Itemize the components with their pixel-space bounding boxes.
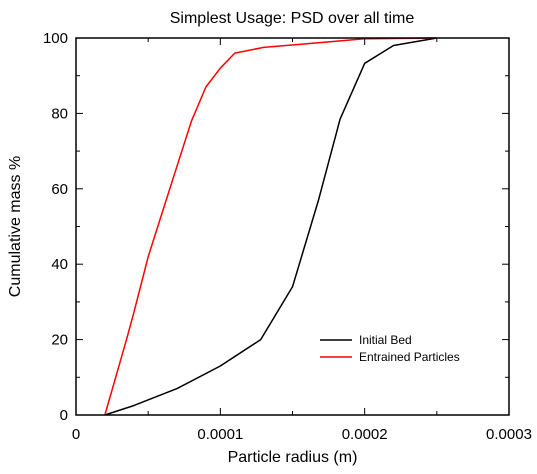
y-tick-label: 100 bbox=[43, 30, 68, 47]
series-layer bbox=[104, 37, 437, 416]
chart-title: Simplest Usage: PSD over all time bbox=[170, 10, 415, 27]
x-tick-label: 0.0002 bbox=[342, 426, 388, 443]
legend-label: Initial Bed bbox=[359, 333, 412, 347]
y-tick-label: 60 bbox=[51, 181, 68, 198]
y-tick-label: 0 bbox=[60, 407, 68, 424]
x-tick-label: 0 bbox=[72, 426, 80, 443]
y-tick-label: 80 bbox=[51, 105, 68, 122]
series-line-0 bbox=[104, 37, 437, 416]
y-tick-label: 20 bbox=[51, 332, 68, 349]
y-axis-label: Cumulative mass % bbox=[7, 156, 24, 297]
x-tick-label: 0.0003 bbox=[486, 426, 532, 443]
legend: Initial Bed Entrained Particles bbox=[320, 333, 460, 364]
legend-label: Entrained Particles bbox=[359, 350, 460, 364]
x-tick-label: 0.0001 bbox=[197, 426, 243, 443]
ticks-layer: 0 0.0001 0.0002 0.0003 0 20 40 60 80 100 bbox=[43, 30, 532, 443]
series-line-1 bbox=[104, 37, 437, 416]
x-axis-label: Particle radius (m) bbox=[228, 449, 358, 466]
y-tick-label: 40 bbox=[51, 256, 68, 273]
